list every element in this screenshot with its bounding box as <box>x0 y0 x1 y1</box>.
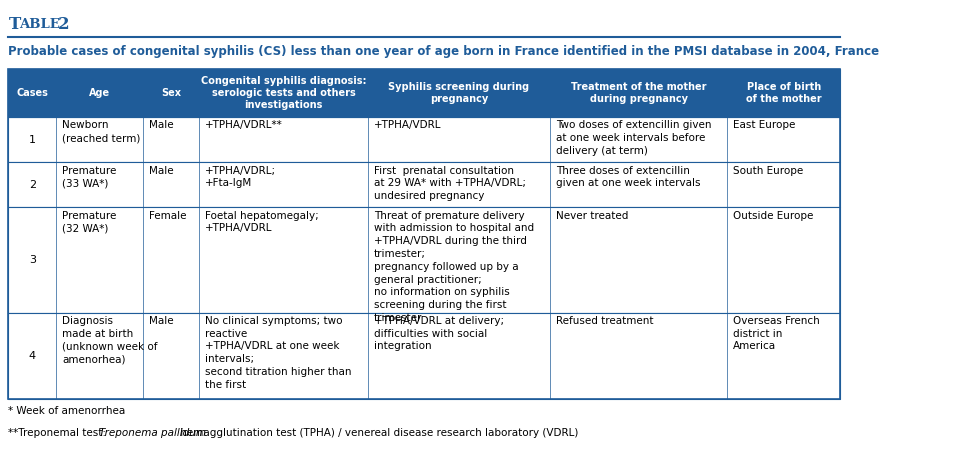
Text: +TPHA/VDRL: +TPHA/VDRL <box>374 120 442 130</box>
Text: East Europe: East Europe <box>734 120 796 130</box>
Text: Premature
(32 WA*): Premature (32 WA*) <box>62 211 117 234</box>
Text: Treponema pallidum: Treponema pallidum <box>99 428 206 437</box>
Text: +TPHA/VDRL**: +TPHA/VDRL** <box>205 120 283 130</box>
Text: Place of birth
of the mother: Place of birth of the mother <box>746 82 821 104</box>
Text: Foetal hepatomegaly;
+TPHA/VDRL: Foetal hepatomegaly; +TPHA/VDRL <box>205 211 319 234</box>
Text: ABLE: ABLE <box>19 18 65 31</box>
Text: Sex: Sex <box>161 88 181 98</box>
Text: Treatment of the mother
during pregnancy: Treatment of the mother during pregnancy <box>571 82 706 104</box>
Text: hemagglutination test (TPHA) / venereal disease research laboratory (VDRL): hemagglutination test (TPHA) / venereal … <box>177 428 579 437</box>
Bar <box>9 69 840 117</box>
Text: South Europe: South Europe <box>734 166 804 175</box>
Text: No clinical symptoms; two
reactive
+TPHA/VDRL at one week
intervals;
second titr: No clinical symptoms; two reactive +TPHA… <box>205 316 351 390</box>
Text: Refused treatment: Refused treatment <box>556 316 653 326</box>
Text: Never treated: Never treated <box>556 211 629 221</box>
Text: * Week of amenorrhea: * Week of amenorrhea <box>9 406 126 416</box>
Bar <box>9 69 840 399</box>
Text: Overseas French
district in
America: Overseas French district in America <box>734 316 820 351</box>
Text: First  prenatal consultation
at 29 WA* with +TPHA/VDRL;
undesired pregnancy: First prenatal consultation at 29 WA* wi… <box>374 166 525 201</box>
Text: Male: Male <box>149 316 173 326</box>
Text: Male: Male <box>149 166 173 175</box>
Text: 1: 1 <box>29 135 36 145</box>
Text: 3: 3 <box>29 255 36 265</box>
Text: 2: 2 <box>29 180 36 190</box>
Text: **Treponemal test:: **Treponemal test: <box>9 428 110 437</box>
Text: T: T <box>9 16 20 33</box>
Text: Outside Europe: Outside Europe <box>734 211 813 221</box>
Bar <box>9 313 840 399</box>
Text: Threat of premature delivery
with admission to hospital and
+TPHA/VDRL during th: Threat of premature delivery with admiss… <box>374 211 534 323</box>
Text: Cases: Cases <box>17 88 49 98</box>
Text: 4: 4 <box>29 351 36 361</box>
Text: +TPHA/VDRL;
+Fta-IgM: +TPHA/VDRL; +Fta-IgM <box>205 166 276 189</box>
Text: Female: Female <box>149 211 186 221</box>
Bar <box>9 207 840 313</box>
Text: Diagnosis
made at birth
(unknown week of
amenorhea): Diagnosis made at birth (unknown week of… <box>62 316 158 364</box>
Text: 2: 2 <box>57 16 69 33</box>
Text: Three doses of extencillin
given at one week intervals: Three doses of extencillin given at one … <box>556 166 701 189</box>
Bar <box>9 162 840 207</box>
Text: Premature
(33 WA*): Premature (33 WA*) <box>62 166 117 189</box>
Text: Congenital syphilis diagnosis:
serologic tests and others
investigations: Congenital syphilis diagnosis: serologic… <box>200 75 366 110</box>
Text: Newborn
(reached term): Newborn (reached term) <box>62 120 140 143</box>
Text: Age: Age <box>89 88 110 98</box>
Text: +TPHA/VDRL at delivery;
difficulties with social
integration: +TPHA/VDRL at delivery; difficulties wit… <box>374 316 504 351</box>
Text: Male: Male <box>149 120 173 130</box>
Text: Syphilis screening during
pregnancy: Syphilis screening during pregnancy <box>388 82 529 104</box>
Bar <box>9 117 840 162</box>
Text: Probable cases of congenital syphilis (CS) less than one year of age born in Fra: Probable cases of congenital syphilis (C… <box>9 45 880 58</box>
Text: Two doses of extencillin given
at one week intervals before
delivery (at term): Two doses of extencillin given at one we… <box>556 120 711 156</box>
